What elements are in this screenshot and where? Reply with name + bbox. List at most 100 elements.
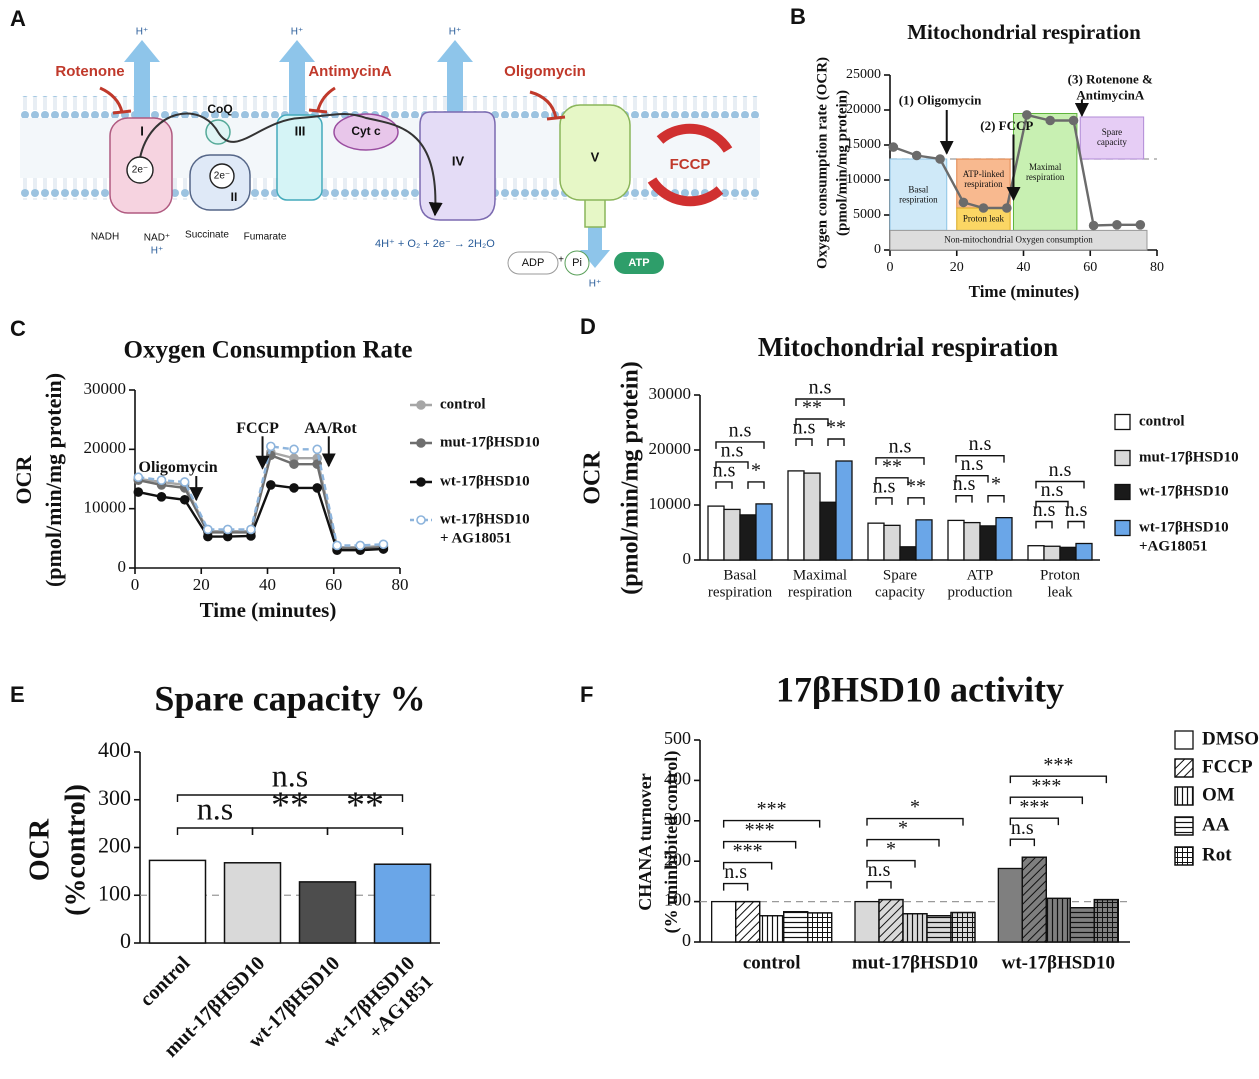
inhibitor-mark <box>316 86 336 111</box>
significance-bracket <box>326 827 404 835</box>
significance-label: *** <box>1031 775 1061 797</box>
marker <box>222 524 233 535</box>
x-tick-label: capacity <box>875 584 925 600</box>
x-tick-label: 20 <box>950 260 964 275</box>
legend-marker <box>416 438 426 448</box>
y-tick-label: 300 <box>664 809 691 829</box>
marker <box>246 524 256 535</box>
reaction-label: 4H⁺ + O₂ + 2e⁻ → 2H₂O <box>375 238 495 250</box>
substrate-label: Fumarate <box>244 232 287 243</box>
y-tick-label: 0 <box>120 928 131 953</box>
marker <box>911 150 922 161</box>
atp-label: ATP <box>628 257 649 269</box>
annotation: Oligomycin <box>139 459 218 476</box>
significance-label: n.s <box>729 419 752 441</box>
significance-bracket <box>866 880 892 889</box>
y-tick-label: 10000 <box>84 498 127 517</box>
significance-label: ** <box>906 475 926 497</box>
significance-bracket <box>1035 480 1085 489</box>
significance-label: * <box>991 473 1001 495</box>
legend-label: DMSO <box>1202 728 1259 749</box>
y-tick-label: 400 <box>98 737 131 762</box>
cyt-c <box>333 113 399 151</box>
x-tick-label: 20 <box>193 575 210 594</box>
legend-label: wt-17βHSD10 <box>1139 483 1229 499</box>
legend-label: FCCP <box>1202 756 1253 777</box>
panel-letter: A <box>10 6 26 31</box>
y-tick-label: 500 <box>664 728 691 748</box>
electron-path <box>139 112 443 217</box>
significance-bracket <box>866 838 940 847</box>
x-tick-label: leak <box>1048 584 1073 600</box>
panel-letter: F <box>580 682 593 707</box>
significance-label: * <box>898 817 908 839</box>
legend-marker <box>416 477 426 487</box>
chart-title: Spare capacity % <box>154 678 425 718</box>
marker <box>888 142 899 152</box>
significance-bracket <box>875 457 925 465</box>
y-tick-label: 0 <box>683 549 692 568</box>
legend-label: mut-17βHSD10 <box>1139 449 1239 465</box>
pi-label: Pi <box>572 257 582 269</box>
legend-marker <box>416 400 426 410</box>
bar <box>787 470 805 561</box>
region-label: respiration <box>1026 172 1065 182</box>
proton-label: H⁺ <box>589 279 602 290</box>
panel-letter: B <box>790 4 806 29</box>
significance-bracket <box>1009 838 1036 847</box>
inhibitor-label: Oligomycin <box>504 63 586 80</box>
x-tick-label: 80 <box>1150 260 1164 275</box>
x-label: control <box>136 952 195 1011</box>
significance-bracket <box>866 859 916 868</box>
region-label: Proton leak <box>963 213 1005 223</box>
y-tick-label: 0 <box>118 557 127 576</box>
legend-label: control <box>440 396 486 412</box>
bar <box>835 460 853 561</box>
marker <box>1002 203 1012 213</box>
bar <box>915 519 933 561</box>
inhibitor-mark <box>308 108 328 114</box>
bar-hatch <box>1021 856 1047 943</box>
inhibitor-mark <box>529 90 558 119</box>
y-tick-label: 20000 <box>846 102 881 117</box>
complex-v <box>559 104 631 201</box>
fccp-arrow <box>656 123 733 153</box>
y-axis-label: (pmol/min/mg protein) <box>41 373 66 587</box>
marker <box>203 524 213 535</box>
bar <box>298 881 357 944</box>
marker <box>266 441 276 452</box>
atp-box <box>614 252 664 274</box>
y-axis-label: (% uninhibited control) <box>661 751 682 934</box>
complex-label: III <box>295 123 306 138</box>
significance-bracket <box>955 474 989 483</box>
marker <box>289 459 299 469</box>
significance-bracket <box>1009 796 1084 805</box>
bar <box>755 503 773 561</box>
legend-swatch <box>1174 730 1194 750</box>
x-axis-label: Time (minutes) <box>969 282 1080 301</box>
chart-title: Mitochondrial respiration <box>758 332 1058 362</box>
complex-iv <box>419 111 496 221</box>
significance-label: n.s <box>953 473 976 495</box>
significance-label: *** <box>745 819 775 841</box>
significance-label: n.s <box>1041 479 1064 501</box>
significance-label: n.s <box>724 861 747 883</box>
marker <box>312 459 322 469</box>
y-tick-label: 0 <box>874 242 881 257</box>
marker <box>312 444 322 455</box>
bar-hatch <box>807 912 833 943</box>
bar <box>803 472 821 561</box>
significance-label: n.s <box>969 433 992 455</box>
x-tick-label: respiration <box>788 584 853 600</box>
bar-hatch <box>1093 898 1119 943</box>
y-tick-label: 400 <box>664 769 691 789</box>
bar <box>867 522 885 561</box>
legend-hatch <box>1174 816 1194 836</box>
x-tick-label: 0 <box>887 260 894 275</box>
bar <box>947 519 965 561</box>
y-axis-label: CHANA turnover <box>635 773 655 911</box>
marker <box>355 540 366 551</box>
membrane-top <box>20 96 760 118</box>
